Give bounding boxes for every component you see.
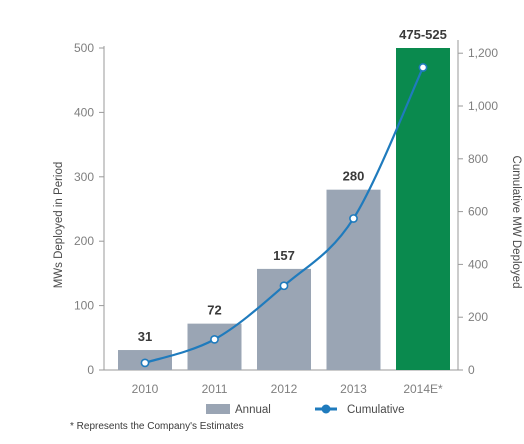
right-axis: 0 200 400 600 800 1,000 1,200 (457, 40, 498, 377)
category-label: 2012 (271, 382, 298, 396)
cumulative-point-2014E* (418, 63, 428, 72)
category-label: 2013 (340, 382, 367, 396)
cumulative-point-2013 (349, 214, 358, 223)
bar-value-label: 72 (207, 303, 221, 318)
left-axis-label: MWs Deployed in Period (53, 162, 65, 289)
left-tick-label: 400 (74, 105, 94, 119)
right-axis-label: Cumulative MW Deployed (510, 156, 522, 289)
legend-annual-swatch (206, 404, 230, 414)
annual-bars (118, 48, 450, 370)
cumulative-line (140, 63, 428, 368)
cumulative-series-line (144, 66, 424, 364)
data-labels: 31 72 157 280 475-525 (138, 27, 447, 344)
bar-2014E* (396, 48, 450, 370)
right-tick-label: 400 (468, 257, 488, 271)
left-tick-label: 500 (74, 41, 94, 55)
left-tick-label: 200 (74, 234, 94, 248)
category-labels: 2010 2011 2012 2013 2014E* (132, 382, 443, 396)
right-tick-label: 200 (468, 310, 488, 324)
footnote: * Represents the Company's Estimates (70, 421, 244, 432)
right-tick-label: 600 (468, 205, 488, 219)
bar-value-label: 475-525 (399, 27, 447, 42)
left-tick-label: 0 (87, 363, 94, 377)
left-tick-label: 100 (74, 299, 94, 313)
bar-value-label: 157 (273, 248, 295, 263)
legend-cumulative-label: Cumulative (347, 404, 405, 416)
left-tick-label: 300 (74, 170, 94, 184)
right-tick-label: 800 (468, 152, 488, 166)
right-tick-label: 1,200 (468, 46, 498, 60)
bar-value-label: 280 (343, 169, 365, 184)
legend-cumulative-marker (321, 404, 331, 414)
legend: Annual Cumulative (206, 404, 405, 416)
right-tick-label: 1,000 (468, 99, 498, 113)
legend-annual-label: Annual (235, 404, 271, 416)
bar-value-label: 31 (138, 329, 152, 344)
cumulative-point-2012 (279, 281, 289, 291)
cumulative-point-2011 (210, 334, 219, 344)
category-label: 2014E* (403, 382, 443, 396)
right-tick-label: 0 (468, 363, 475, 377)
category-label: 2011 (202, 382, 228, 396)
cumulative-point-2010 (140, 358, 150, 368)
category-label: 2010 (132, 382, 159, 396)
